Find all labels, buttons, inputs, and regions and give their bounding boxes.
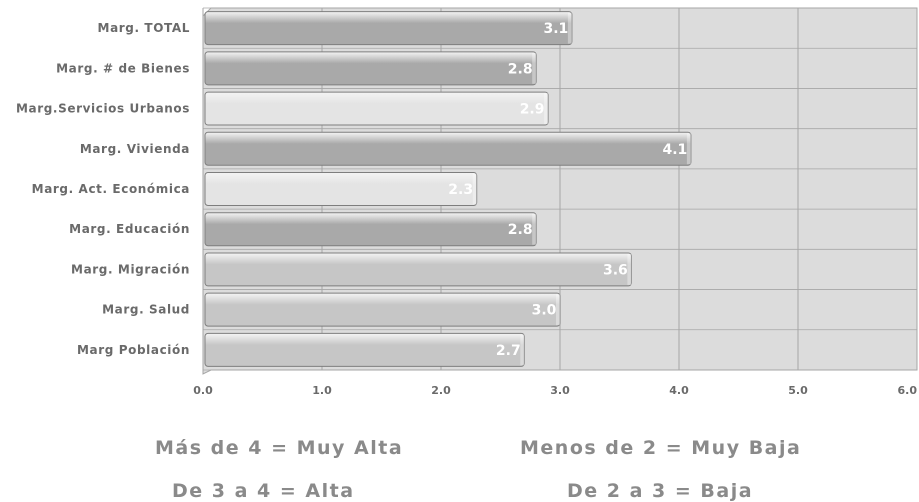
bar-end-cap [472,173,477,205]
bar [204,91,549,126]
legend-alta: De 3 a 4 = Alta [172,480,355,502]
bar-end-cap [627,253,632,285]
bar [204,172,478,206]
bar-end-cap [544,93,549,125]
category-label: Marg. Educación [69,222,190,236]
data-label: 2.3 [448,182,473,198]
x-tick-label: 2.0 [431,384,451,397]
bar [204,292,561,327]
data-label: 3.6 [603,262,628,278]
bar-end-cap [686,133,691,165]
bar-end-cap [520,334,525,366]
data-label: 2.8 [508,222,533,238]
legend-muy-alta: Más de 4 = Muy Alta [155,437,404,459]
bar-end-cap [532,213,537,245]
legend-muy-baja: Menos de 2 = Muy Baja [520,437,802,459]
x-tick-label: 0.0 [193,384,213,397]
bar [204,51,537,86]
bar [204,131,692,166]
data-label: 3.0 [532,303,557,319]
x-axis-tick-labels: 0.0 1.0 2.0 3.0 4.0 5.0 6.0 [193,384,917,397]
data-label: 2.7 [496,343,521,359]
bar [204,11,573,46]
x-tick-label: 3.0 [550,384,570,397]
category-label: Marg.Servicios Urbanos [16,102,190,116]
bar-end-cap [532,52,537,84]
x-tick-label: 6.0 [898,384,918,397]
data-label: 3.1 [543,21,568,37]
bar [204,212,537,247]
data-label: 4.1 [662,142,687,158]
category-label: Marg. Migración [71,262,190,276]
category-label: Marg. Salud [102,303,190,317]
legend-baja: De 2 a 3 = Baja [567,480,754,502]
bar-end-cap [567,12,572,44]
category-label: Marg. TOTAL [98,21,190,35]
category-label: Marg Población [77,343,190,357]
bar [204,332,525,367]
bar-end-cap [556,294,560,326]
data-label: 2.9 [520,102,545,118]
x-tick-label: 1.0 [312,384,332,397]
category-label: Marg. # de Bienes [56,61,190,75]
category-labels: Marg. TOTAL Marg. # de Bienes Marg.Servici… [16,21,190,357]
category-label: Marg. Act. Económica [32,182,190,196]
category-label: Marg. Vivienda [80,142,190,156]
bars: 3.1 2.8 2.9 4.1 2.3 2.8 3.6 3.0 2.7 [204,11,692,367]
data-label: 2.8 [508,61,533,77]
bar-chart: 3.12.82.94.12.32.83.63.02.7 Marg. TOTALM… [16,7,918,397]
bar [204,252,632,287]
x-tick-label: 4.0 [669,384,689,397]
x-tick-label: 5.0 [788,384,808,397]
